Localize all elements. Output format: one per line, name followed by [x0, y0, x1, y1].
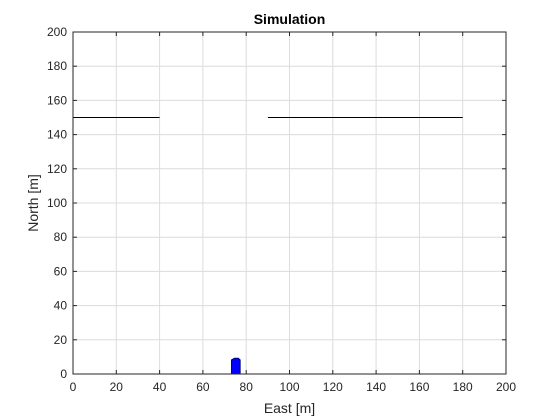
- x-tick-label-3: 60: [196, 380, 210, 394]
- y-tick-label-5: 100: [47, 196, 67, 210]
- tick-layer: 0 20 40 60 80 100 120 140 160 180 200 0 20 40 60 80 100 1…: [47, 25, 516, 394]
- x-tick-label-5: 100: [279, 380, 299, 394]
- x-tick-label-1: 20: [110, 380, 124, 394]
- grid-lines: [73, 32, 506, 374]
- chart-title: Simulation: [254, 11, 326, 27]
- y-tick-label-2: 40: [54, 299, 68, 313]
- y-axis-label: North [m]: [25, 174, 41, 232]
- x-tick-label-7: 140: [366, 380, 386, 394]
- y-tick-label-3: 60: [54, 264, 68, 278]
- y-tick-label-6: 120: [47, 162, 67, 176]
- x-tick-label-6: 120: [323, 380, 343, 394]
- x-tick-label-4: 80: [240, 380, 254, 394]
- x-tick-label-10: 200: [496, 380, 516, 394]
- y-tick-label-0: 0: [60, 367, 67, 381]
- y-tick-label-4: 80: [54, 230, 68, 244]
- x-tick-label-2: 40: [153, 380, 167, 394]
- x-tick-label-9: 180: [453, 380, 473, 394]
- y-tick-label-8: 160: [47, 93, 67, 107]
- x-axis-label: East [m]: [264, 400, 315, 416]
- vessel-shape: [230, 357, 241, 375]
- vessel-layer: [230, 357, 241, 375]
- y-tick-label-7: 140: [47, 128, 67, 142]
- y-tick-label-10: 200: [47, 25, 67, 39]
- y-tick-label-1: 20: [54, 333, 68, 347]
- y-tick-label-9: 180: [47, 59, 67, 73]
- x-tick-label-8: 160: [409, 380, 429, 394]
- x-tick-label-0: 0: [70, 380, 77, 394]
